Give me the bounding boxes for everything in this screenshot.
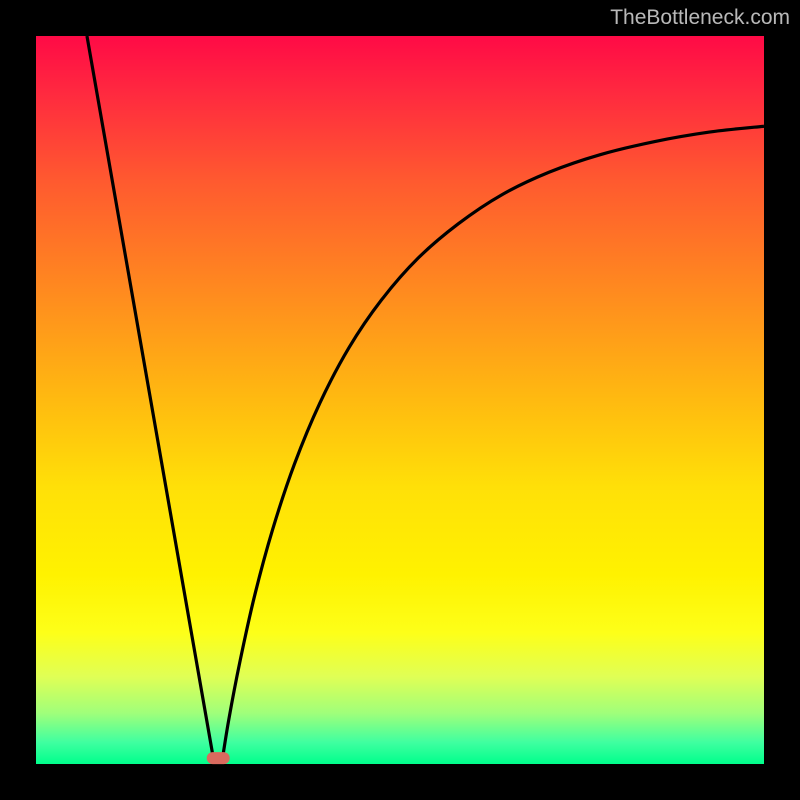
chart-container: TheBottleneck.com: [0, 0, 800, 800]
bottleneck-curve: [36, 36, 764, 764]
plot-area: [36, 36, 764, 764]
watermark-text: TheBottleneck.com: [610, 6, 790, 30]
optimal-point-marker: [207, 752, 230, 764]
